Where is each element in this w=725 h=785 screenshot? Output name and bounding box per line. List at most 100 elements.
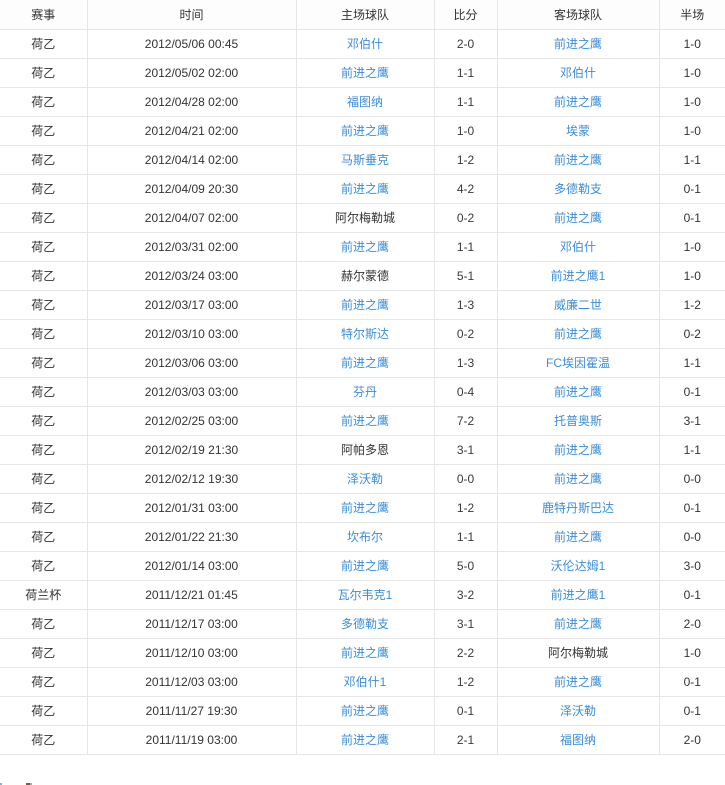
team-link[interactable]: 前进之鹰1 [550,588,606,602]
table-row: 荷乙 2012/03/24 03:00 赫尔蒙德 5-1 前进之鹰1 1-0 [0,261,725,291]
cutoff-mark [26,783,30,785]
team-link[interactable]: 前进之鹰 [553,385,602,399]
table-row: 荷乙 2012/01/22 21:30 坎布尔 1-1 前进之鹰 0-0 [0,522,725,552]
team-link[interactable]: 前进之鹰1 [550,269,606,283]
team-link[interactable]: 马斯垂克 [340,153,389,167]
half-score-cell: 0-1 [658,696,725,726]
league-cell: 荷乙 [0,174,87,204]
team-link[interactable]: 托普奥斯 [553,414,602,428]
score-cell: 1-2 [433,667,497,697]
league-cell: 荷乙 [0,493,87,523]
away-team-cell: 阿尔梅勒城 [496,638,659,668]
full-time-score: 3-1 [456,442,475,457]
team-link[interactable]: 前进之鹰 [553,617,602,631]
half-score-cell: 3-0 [658,551,725,581]
home-team-cell: 邓伯什 [295,29,434,59]
home-team-cell: 芬丹 [295,377,434,407]
team-link[interactable]: 福图纳 [346,95,383,109]
team-link[interactable]: FC埃因霍温 [546,356,610,370]
team-link[interactable]: 前进之鹰 [553,37,602,51]
team-link[interactable]: 前进之鹰 [553,327,602,341]
full-time-score: 0-2 [456,326,475,341]
team-link[interactable]: 瓦尔韦克1 [337,588,393,602]
half-score-cell: 1-0 [658,87,725,117]
team-link[interactable]: 前进之鹰 [340,646,389,660]
time-cell: 2012/05/06 00:45 [86,29,296,59]
team-link[interactable]: 前进之鹰 [553,472,602,486]
time-cell: 2012/04/21 02:00 [86,116,296,146]
home-team-cell: 前进之鹰 [295,58,434,88]
team-link[interactable]: 前进之鹰 [553,95,602,109]
team-link[interactable]: 前进之鹰 [340,733,389,747]
team-link[interactable]: 前进之鹰 [340,124,389,138]
time-cell: 2012/04/07 02:00 [86,203,296,233]
time-cell: 2012/05/02 02:00 [86,58,296,88]
time-cell: 2012/02/19 21:30 [86,435,296,465]
away-team-cell: 前进之鹰 [496,377,659,407]
full-time-score: 2-0 [456,36,475,51]
team-link[interactable]: 埃蒙 [565,124,590,138]
table-row: 荷乙 2011/12/10 03:00 前进之鹰 2-2 阿尔梅勒城 1-0 [0,638,725,668]
team-link[interactable]: 邓伯什 [346,37,383,51]
team-link[interactable]: 鹿特丹斯巴达 [541,501,614,515]
team-link[interactable]: 前进之鹰 [340,298,389,312]
half-score-cell: 0-1 [658,174,725,204]
table-row: 荷乙 2012/04/21 02:00 前进之鹰 1-0 埃蒙 1-0 [0,116,725,146]
team-link[interactable]: 邓伯什 [559,240,596,254]
away-team-cell: 前进之鹰 [496,522,659,552]
half-score-cell: 0-0 [658,522,725,552]
team-link[interactable]: 前进之鹰 [340,501,389,515]
time-cell: 2012/03/06 03:00 [86,348,296,378]
team-link[interactable]: 坎布尔 [346,530,383,544]
team-link[interactable]: 沃伦达姆1 [550,559,606,573]
half-score-cell: 2-0 [658,609,725,639]
team-link[interactable]: 福图纳 [559,733,596,747]
team-link[interactable]: 前进之鹰 [553,443,602,457]
full-time-score: 2-2 [456,645,475,660]
away-team-cell: 前进之鹰 [496,29,659,59]
table-row: 荷兰杯 2011/12/21 01:45 瓦尔韦克1 3-2 前进之鹰1 0-1 [0,580,725,610]
team-link[interactable]: 多德勒支 [340,617,389,631]
score-cell: 2-2 [433,638,497,668]
team-link[interactable]: 前进之鹰 [340,66,389,80]
away-team-cell: 泽沃勒 [496,696,659,726]
team-link[interactable]: 前进之鹰 [340,704,389,718]
match-table-body: 荷乙 2012/05/06 00:45 邓伯什 2-0 前进之鹰 1-0 荷乙 2012/05… [0,29,725,755]
column-header-league: 赛事 [0,0,87,30]
table-row: 荷乙 2012/05/06 00:45 邓伯什 2-0 前进之鹰 1-0 [0,29,725,59]
away-team-cell: 前进之鹰1 [496,580,659,610]
team-link[interactable]: 多德勒支 [553,182,602,196]
team-link[interactable]: 前进之鹰 [340,559,389,573]
team-link[interactable]: 前进之鹰 [340,240,389,254]
team-link[interactable]: 前进之鹰 [340,414,389,428]
team-name: 阿帕多恩 [340,443,389,457]
team-link[interactable]: 泽沃勒 [346,472,383,486]
away-team-cell: 前进之鹰 [496,609,659,639]
team-link[interactable]: 特尔斯达 [340,327,389,341]
team-link[interactable]: 前进之鹰 [340,356,389,370]
team-link[interactable]: 前进之鹰 [553,153,602,167]
half-score-cell: 0-1 [658,580,725,610]
team-link[interactable]: 前进之鹰 [553,211,602,225]
cutoff-mark [0,783,2,785]
half-score-cell: 0-2 [658,319,725,349]
score-cell: 1-3 [433,348,497,378]
team-link[interactable]: 泽沃勒 [559,704,596,718]
table-row: 荷乙 2011/12/17 03:00 多德勒支 3-1 前进之鹰 2-0 [0,609,725,639]
score-cell: 1-1 [433,522,497,552]
away-team-cell: 邓伯什 [496,58,659,88]
team-name: 阿尔梅勒城 [334,211,395,225]
team-link[interactable]: 邓伯什1 [343,675,387,689]
full-time-score: 1-2 [456,500,475,515]
team-link[interactable]: 邓伯什 [559,66,596,80]
team-link[interactable]: 芬丹 [352,385,377,399]
team-link[interactable]: 前进之鹰 [553,530,602,544]
league-cell: 荷乙 [0,406,87,436]
score-cell: 0-0 [433,464,497,494]
team-link[interactable]: 前进之鹰 [553,675,602,689]
team-link[interactable]: 威廉二世 [553,298,602,312]
team-link[interactable]: 前进之鹰 [340,182,389,196]
team-name: 阿尔梅勒城 [547,646,608,660]
cutoff-footer-fragment [0,782,60,785]
half-score-cell: 1-1 [658,435,725,465]
